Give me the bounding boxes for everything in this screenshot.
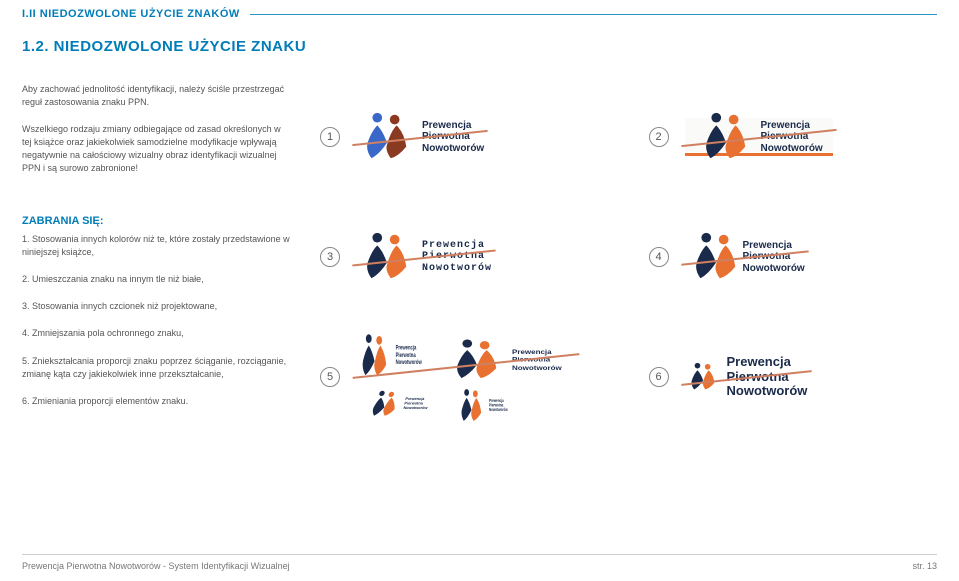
left-column: Aby zachować jednolitość identyfikacji, … xyxy=(22,83,292,422)
section-header: I.II NIEDOZWOLONE UŻYCIE ZNAKÓW xyxy=(0,0,959,20)
prohibition-item-4: 4. Zmniejszania pola ochronnego znaku, xyxy=(22,327,292,340)
page-title: 1.2. NIEDOZWOLONE UŻYCIE ZNAKU xyxy=(0,20,959,55)
logo-wrong-font: Prewencja Pierwotna Nowotworów xyxy=(356,228,492,286)
logo-distorted-set: PrewencjaPierwotnaNowotworów PrewencjaPi… xyxy=(356,327,576,427)
logo-figure-icon xyxy=(685,360,719,394)
logo-wrong-bg: Prewencja Pierwotna Nowotworów xyxy=(685,100,833,174)
example-6: 6 Prewencja Pierwotna Nowotworów xyxy=(649,317,938,437)
example-4: 4 Prewencja Pierwotna Nowotworów xyxy=(649,197,938,317)
logo-figure-icon xyxy=(356,108,414,166)
prohibition-item-6: 6. Zmieniania proporcji elementów znaku. xyxy=(22,395,292,408)
footer-rule xyxy=(22,554,937,555)
example-number: 1 xyxy=(320,127,340,147)
logo-figure-icon xyxy=(685,228,743,286)
logo-figure-icon xyxy=(446,335,504,384)
example-number: 5 xyxy=(320,367,340,387)
logo-wrong-proportions: Prewencja Pierwotna Nowotworów xyxy=(685,355,808,400)
header-rule xyxy=(250,14,937,15)
example-number: 6 xyxy=(649,367,669,387)
page-number: str. 13 xyxy=(912,561,937,571)
prohibition-item-1: 1. Stosowania innych kolorów niż te, któ… xyxy=(22,233,292,259)
examples-column: 1 Prewencja Pierwotna Nowotworów xyxy=(320,83,937,422)
example-5: 5 PrewencjaPierwotnaNowotworów xyxy=(320,317,609,437)
intro-paragraph-1: Aby zachować jednolitość identyfikacji, … xyxy=(22,83,292,109)
example-3: 3 Prewencja Pierwotna Nowotworów xyxy=(320,197,609,317)
logo-wrong-colors: Prewencja Pierwotna Nowotworów xyxy=(356,108,484,166)
logo-figure-icon xyxy=(695,108,753,166)
page-footer: Prewencja Pierwotna Nowotworów - System … xyxy=(0,554,959,581)
intro-paragraph-2: Wszelkiego rodzaju zmiany odbiegające od… xyxy=(22,123,292,175)
example-number: 4 xyxy=(649,247,669,267)
example-2: 2 Prewencja Pierwotna Nowotworów xyxy=(649,77,938,197)
example-number: 2 xyxy=(649,127,669,147)
examples-grid: 1 Prewencja Pierwotna Nowotworów xyxy=(320,77,937,437)
prohibition-item-2: 2. Umieszczania znaku na innym tle niż b… xyxy=(22,273,292,286)
example-1: 1 Prewencja Pierwotna Nowotworów xyxy=(320,77,609,197)
prohibition-item-3: 3. Stosowania innych czcionek niż projek… xyxy=(22,300,292,313)
main-content: Aby zachować jednolitość identyfikacji, … xyxy=(0,55,959,422)
footer-doc-title: Prewencja Pierwotna Nowotworów - System … xyxy=(22,561,290,571)
logo-tight-field: Prewencja Pierwotna Nowotworów xyxy=(685,228,805,286)
logo-figure-icon xyxy=(356,228,414,286)
section-label: I.II NIEDOZWOLONE UŻYCIE ZNAKÓW xyxy=(22,8,240,20)
example-number: 3 xyxy=(320,247,340,267)
logo-figure-icon xyxy=(456,386,485,427)
logo-figure-icon xyxy=(365,388,404,420)
prohibition-item-5: 5. Zniekształcania proporcji znaku poprz… xyxy=(22,355,292,381)
prohibitions-title: ZABRANIA SIĘ: xyxy=(22,215,292,227)
